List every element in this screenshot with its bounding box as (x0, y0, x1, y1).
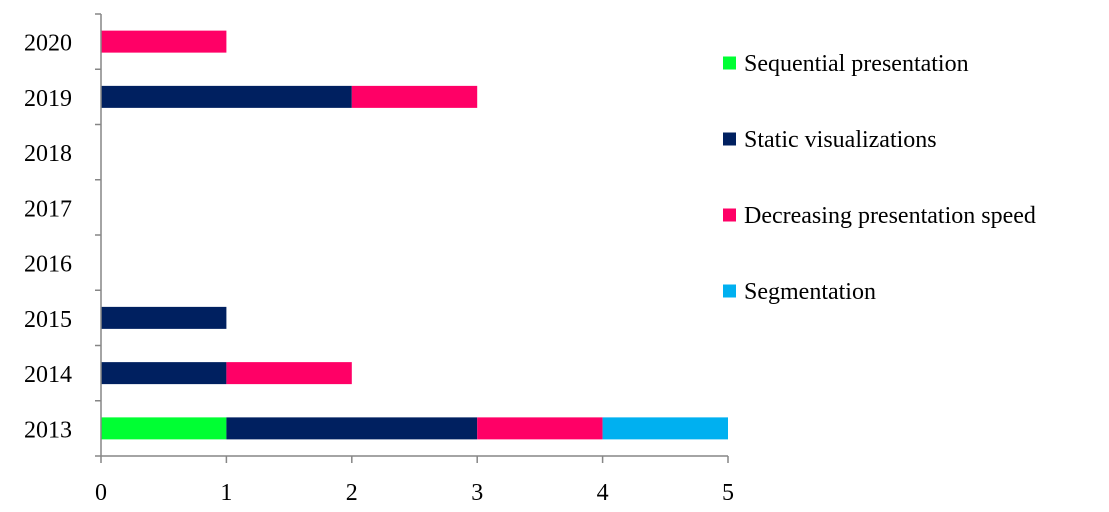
bar-2013-segmentation (602, 417, 728, 440)
legend-item-segmentation: Segmentation (723, 279, 876, 305)
bar-2020-decreasing-presentation-speed (101, 30, 227, 53)
legend-swatch (723, 284, 736, 298)
bar-2014-static-visualizations (101, 362, 227, 385)
bar-2019-static-visualizations (101, 85, 352, 108)
legend: Sequential presentation Static visualizat… (723, 51, 1036, 305)
x-tick-label-0: 0 (95, 480, 107, 506)
y-tick-label-2016: 2016 (24, 252, 72, 278)
legend-label: Sequential presentation (744, 51, 969, 77)
x-tick-label-3: 3 (471, 480, 483, 506)
x-tick-label-2: 2 (346, 480, 358, 506)
bar-2015-static-visualizations (101, 306, 227, 329)
legend-label: Decreasing presentation speed (744, 203, 1036, 229)
legend-item-sequential-presentation: Sequential presentation (723, 51, 969, 77)
x-tick-label-1: 1 (220, 480, 232, 506)
y-tick-label-2019: 2019 (24, 86, 72, 112)
bar-2013-static-visualizations (226, 417, 478, 440)
y-tick-label-2018: 2018 (24, 141, 72, 167)
legend-label: Segmentation (744, 279, 876, 305)
legend-item-decreasing-presentation-speed: Decreasing presentation speed (723, 203, 1036, 229)
y-tick-label-2017: 2017 (24, 196, 72, 222)
legend-swatch (723, 132, 736, 146)
legend-item-static-visualizations: Static visualizations (723, 127, 937, 153)
bar-2014-decreasing-presentation-speed (226, 362, 352, 385)
legend-swatch (723, 208, 736, 222)
bar-2019-decreasing-presentation-speed (351, 85, 478, 108)
y-tick-label-2015: 2015 (24, 307, 72, 333)
legend-swatch (723, 56, 736, 70)
legend-label: Static visualizations (744, 127, 937, 153)
bar-2013-decreasing-presentation-speed (477, 417, 603, 440)
y-tick-label-2013: 2013 (24, 417, 72, 443)
y-tick-label-2020: 2020 (24, 31, 72, 57)
x-tick-label-4: 4 (597, 480, 609, 506)
axes-group: 2013 2014 2015 2016 2017 2018 2019 2020 0 1 2 3 4 5 (24, 13, 734, 506)
x-tick-label-5: 5 (722, 480, 734, 506)
bars-group (101, 30, 728, 440)
bar-2013-sequential-presentation (101, 417, 227, 440)
y-tick-label-2014: 2014 (24, 362, 72, 388)
